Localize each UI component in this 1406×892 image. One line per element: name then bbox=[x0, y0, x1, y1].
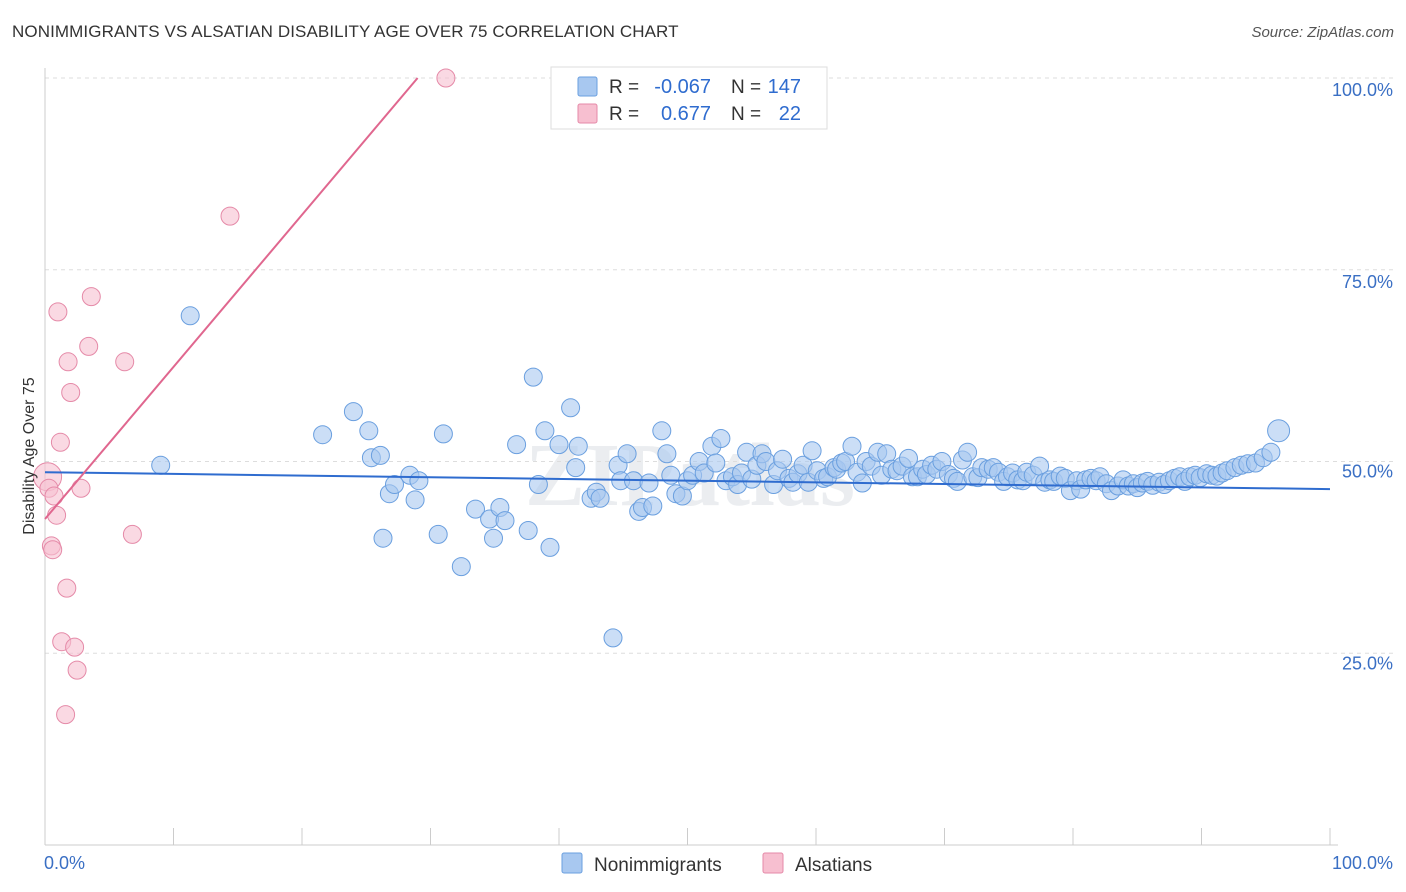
y-tick-label-100: 100.0% bbox=[1332, 80, 1393, 100]
nonimmigrants-point bbox=[313, 425, 333, 445]
legend-swatch-nonimmigrants bbox=[577, 76, 598, 97]
chart-source: Source: ZipAtlas.com bbox=[1251, 24, 1394, 41]
nonimmigrants-point bbox=[661, 465, 681, 485]
alsatians-point bbox=[48, 302, 68, 322]
nonimmigrants-point bbox=[639, 473, 659, 493]
nonimmigrants-point bbox=[842, 436, 862, 456]
alsatians-point bbox=[122, 524, 142, 544]
nonimmigrants-point bbox=[359, 421, 379, 441]
nonimmigrants-point bbox=[370, 445, 390, 465]
nonimmigrants-point bbox=[643, 496, 663, 516]
nonimmigrants-point bbox=[405, 490, 425, 510]
nonimmigrants-point bbox=[343, 402, 363, 422]
nonimmigrants-point bbox=[484, 528, 503, 548]
y-axis-label: Disability Age Over 75 bbox=[21, 377, 38, 535]
grid-lines bbox=[45, 77, 1395, 654]
alsatians-point bbox=[50, 432, 70, 452]
nonimmigrants-point bbox=[711, 429, 731, 448]
nonimmigrants-point bbox=[428, 524, 448, 544]
series-legend: Nonimmigrants Alsatians bbox=[561, 852, 872, 876]
bottom-legend-label-nonimmigrants: Nonimmigrants bbox=[594, 855, 722, 876]
x-tick-label-0: 0.0% bbox=[44, 853, 85, 873]
legend-n-label-2: N = bbox=[731, 104, 761, 125]
legend-r-label-2: R = bbox=[609, 104, 639, 125]
nonimmigrants-point bbox=[518, 521, 538, 540]
alsatians-point bbox=[58, 352, 78, 372]
tick-labels: 100.0% 75.0% 50.0% 25.0% 0.0% 100.0% bbox=[44, 80, 1393, 873]
nonimmigrants-point bbox=[507, 435, 527, 455]
legend-n-value-1: 147 bbox=[768, 76, 801, 98]
nonimmigrants-point bbox=[523, 367, 543, 387]
nonimmigrants-point bbox=[603, 628, 623, 648]
nonimmigrants-point bbox=[151, 455, 171, 475]
legend-r-value-2: 0.677 bbox=[661, 103, 711, 125]
nonimmigrants-point bbox=[409, 471, 429, 491]
legend-swatch-alsatians bbox=[577, 103, 598, 124]
stats-legend: R = -0.067 N = 147 R = 0.677 N = 22 bbox=[550, 66, 828, 130]
nonimmigrants-point bbox=[561, 398, 581, 418]
nonimmigrants-point bbox=[617, 444, 637, 464]
nonimmigrants-point bbox=[180, 306, 200, 326]
alsatians-point bbox=[67, 660, 87, 680]
bottom-legend-swatch-alsatians bbox=[762, 852, 784, 874]
bottom-legend-label-alsatians: Alsatians bbox=[795, 855, 872, 876]
nonimmigrants-point bbox=[466, 499, 485, 519]
nonimmigrants-point bbox=[540, 537, 560, 557]
alsatians-point bbox=[61, 383, 81, 402]
nonimmigrants-point bbox=[802, 441, 822, 461]
nonimmigrants-point bbox=[706, 453, 726, 473]
nonimmigrants-point bbox=[528, 475, 548, 494]
nonimmigrants-point bbox=[1267, 419, 1291, 443]
y-tick-label-50: 50.0% bbox=[1342, 462, 1393, 482]
nonimmigrants-point bbox=[549, 435, 569, 455]
alsatians-point bbox=[56, 705, 76, 725]
nonimmigrants-point bbox=[958, 442, 978, 462]
legend-n-value-2: 22 bbox=[779, 103, 801, 125]
alsatians-point bbox=[436, 68, 456, 88]
nonimmigrants-point bbox=[652, 421, 672, 441]
nonimmigrants-point bbox=[433, 424, 453, 444]
nonimmigrants-point bbox=[451, 557, 471, 577]
alsatians-point bbox=[115, 352, 135, 372]
axes bbox=[44, 68, 1338, 846]
nonimmigrants-point bbox=[373, 528, 393, 548]
data-points bbox=[33, 68, 1291, 725]
alsatians-trend-line bbox=[44, 77, 419, 520]
y-tick-label-75: 75.0% bbox=[1342, 272, 1393, 292]
nonimmigrants-point bbox=[773, 449, 793, 469]
legend-n-label-1: N = bbox=[731, 77, 761, 98]
nonimmigrants-point bbox=[657, 444, 677, 464]
alsatians-point bbox=[47, 505, 67, 525]
y-tick-label-25: 25.0% bbox=[1342, 653, 1393, 673]
trend-lines bbox=[44, 77, 1331, 520]
nonimmigrants-point bbox=[385, 475, 404, 494]
nonimmigrants-point bbox=[590, 488, 610, 508]
nonimmigrants-point bbox=[495, 511, 515, 531]
legend-r-value-1: -0.067 bbox=[654, 76, 711, 98]
alsatians-point bbox=[65, 637, 85, 657]
chart-title: NONIMMIGRANTS VS ALSATIAN DISABILITY AGE… bbox=[12, 22, 679, 41]
legend-r-label-1: R = bbox=[609, 77, 639, 98]
nonimmigrants-point bbox=[568, 436, 588, 456]
x-tick-label-100: 100.0% bbox=[1332, 853, 1393, 873]
nonimmigrants-trend-line bbox=[44, 471, 1331, 491]
nonimmigrants-point bbox=[1261, 442, 1281, 462]
alsatians-point bbox=[44, 486, 64, 506]
nonimmigrants-point bbox=[535, 421, 555, 441]
alsatians-point bbox=[79, 336, 99, 356]
alsatians-point bbox=[43, 540, 63, 560]
bottom-legend-swatch-nonimmigrants bbox=[561, 852, 583, 874]
alsatians-point bbox=[220, 206, 240, 226]
alsatians-point bbox=[81, 287, 101, 307]
nonimmigrants-point bbox=[899, 448, 918, 468]
alsatians-point bbox=[57, 578, 77, 598]
nonimmigrants-point bbox=[566, 458, 586, 478]
alsatians-point bbox=[71, 478, 91, 498]
